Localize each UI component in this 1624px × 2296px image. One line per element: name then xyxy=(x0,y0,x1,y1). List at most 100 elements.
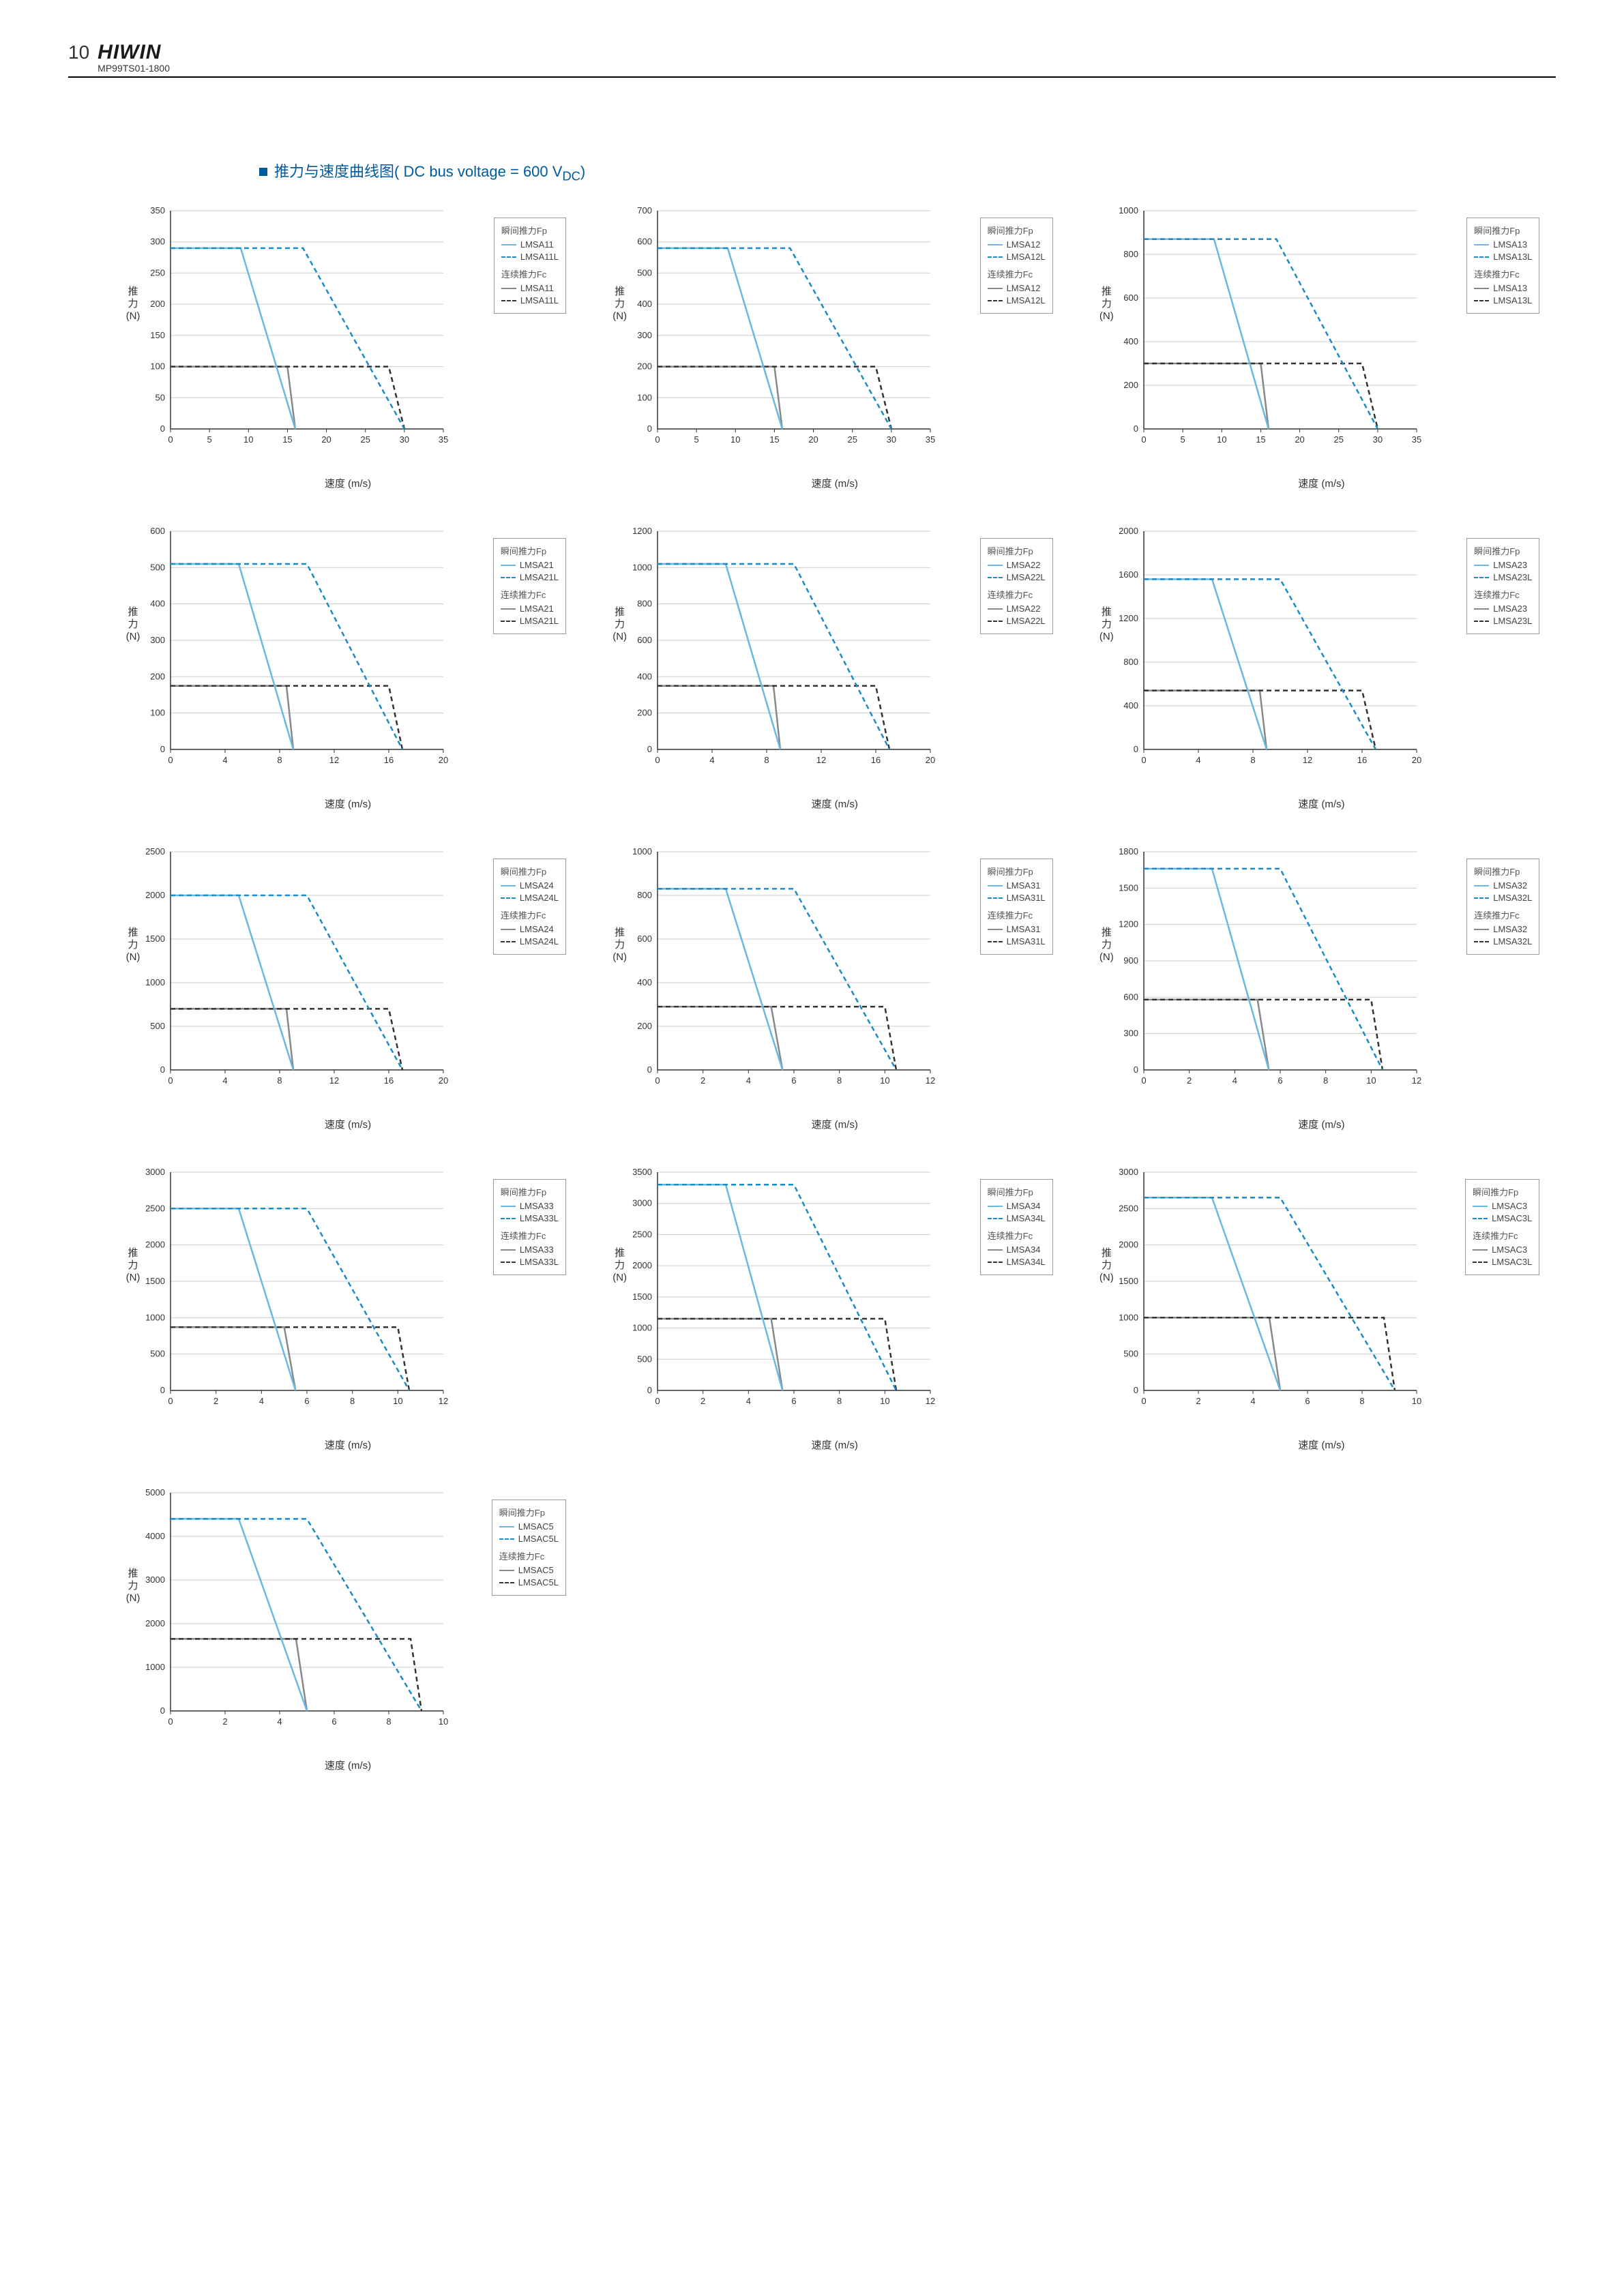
swatch-icon xyxy=(1474,256,1489,258)
svg-text:0: 0 xyxy=(655,755,660,765)
svg-text:30: 30 xyxy=(886,434,896,445)
svg-text:400: 400 xyxy=(1124,336,1139,346)
svg-text:1200: 1200 xyxy=(632,526,652,536)
legend-label: LMSA23 xyxy=(1493,603,1527,614)
legend-label: LMSA32 xyxy=(1493,880,1527,891)
svg-text:0: 0 xyxy=(647,744,651,754)
y-axis-label: 推力(N) xyxy=(123,1568,143,1605)
swatch-icon xyxy=(988,621,1003,622)
svg-text:2: 2 xyxy=(222,1716,227,1727)
svg-text:1200: 1200 xyxy=(1119,919,1138,929)
swatch-icon xyxy=(988,577,1003,578)
svg-text:0: 0 xyxy=(168,1075,173,1086)
svg-text:10: 10 xyxy=(730,434,740,445)
swatch-icon xyxy=(501,288,516,289)
swatch-icon xyxy=(501,897,516,899)
legend-item: LMSA34L xyxy=(988,1213,1046,1223)
y-axis-label: 推力(N) xyxy=(123,286,143,323)
svg-text:2: 2 xyxy=(1196,1396,1201,1406)
svg-text:12: 12 xyxy=(816,755,825,765)
y-axis-label: 推力(N) xyxy=(1096,927,1117,964)
legend-item: LMSA24 xyxy=(501,880,559,891)
svg-text:0: 0 xyxy=(1142,434,1147,445)
svg-text:4: 4 xyxy=(277,1716,282,1727)
swatch-icon xyxy=(501,941,516,942)
svg-text:1000: 1000 xyxy=(632,563,652,573)
svg-text:6: 6 xyxy=(791,1396,796,1406)
svg-text:0: 0 xyxy=(160,423,165,434)
y-axis-label: 推力(N) xyxy=(610,927,630,964)
svg-text:4000: 4000 xyxy=(145,1531,165,1541)
swatch-icon xyxy=(501,1262,516,1263)
svg-text:4: 4 xyxy=(1232,1075,1237,1086)
legend-item: LMSA11 xyxy=(501,283,559,293)
legend-label: LMSAC5L xyxy=(518,1534,559,1544)
legend-item: LMSAC5 xyxy=(499,1565,559,1575)
svg-text:20: 20 xyxy=(808,434,818,445)
chart-LMSA12: 010020030040050060070005101520253035 推力(… xyxy=(610,204,1060,490)
legend-item: LMSA11L xyxy=(501,252,559,262)
legend-label: LMSAC3 xyxy=(1492,1244,1527,1255)
swatch-icon xyxy=(1474,300,1489,301)
legend-fc-title: 连续推力Fc xyxy=(501,588,559,601)
swatch-icon xyxy=(988,300,1003,301)
legend-label: LMSA21L xyxy=(520,616,559,626)
legend-label: LMSA22L xyxy=(1007,572,1046,582)
svg-text:1500: 1500 xyxy=(145,934,165,944)
svg-text:2000: 2000 xyxy=(1119,526,1138,536)
svg-text:1800: 1800 xyxy=(1119,846,1138,856)
legend-item: LMSA33 xyxy=(501,1201,559,1211)
legend-item: LMSA22 xyxy=(988,603,1046,614)
svg-text:8: 8 xyxy=(277,1075,282,1086)
chart-legend: 瞬间推力Fp LMSAC3 LMSAC3L 连续推力Fc LMSAC3 LMSA… xyxy=(1465,1179,1539,1275)
legend-item: LMSA21L xyxy=(501,572,559,582)
svg-text:250: 250 xyxy=(150,268,165,278)
svg-text:16: 16 xyxy=(384,755,394,765)
page-header: 10 HIWIN MP99TS01-1800 xyxy=(68,41,1556,78)
swatch-icon xyxy=(1473,1262,1488,1263)
svg-text:6: 6 xyxy=(304,1396,309,1406)
chart-LMSA32: 0300600900120015001800024681012 推力(N) 速度… xyxy=(1096,845,1546,1131)
chart-legend: 瞬间推力Fp LMSA32 LMSA32L 连续推力Fc LMSA32 LMSA… xyxy=(1466,859,1539,955)
swatch-icon xyxy=(1474,577,1489,578)
legend-fc-title: 连续推力Fc xyxy=(1474,908,1532,921)
legend-item: LMSA12 xyxy=(988,283,1046,293)
legend-fc-title: 连续推力Fc xyxy=(988,908,1046,921)
svg-text:15: 15 xyxy=(282,434,292,445)
legend-label: LMSA23 xyxy=(1493,560,1527,570)
legend-item: LMSA31L xyxy=(988,893,1046,903)
legend-fc-title: 连续推力Fc xyxy=(988,588,1046,601)
svg-text:0: 0 xyxy=(1134,423,1138,434)
swatch-icon xyxy=(501,885,516,886)
legend-label: LMSA31L xyxy=(1007,893,1046,903)
legend-item: LMSAC5L xyxy=(499,1577,559,1587)
section-title: 推力与速度曲线图( DC bus voltage = 600 VDC) xyxy=(259,160,1556,183)
legend-label: LMSA31L xyxy=(1007,936,1046,946)
legend-fc-title: 连续推力Fc xyxy=(1473,1229,1532,1242)
svg-text:8: 8 xyxy=(1360,1396,1365,1406)
legend-item: LMSAC3L xyxy=(1473,1257,1532,1267)
swatch-icon xyxy=(501,565,516,566)
svg-text:1000: 1000 xyxy=(145,1313,165,1323)
swatch-icon xyxy=(501,929,516,930)
svg-text:600: 600 xyxy=(637,635,652,645)
legend-item: LMSA22 xyxy=(988,560,1046,570)
chart-legend: 瞬间推力Fp LMSA12 LMSA12L 连续推力Fc LMSA12 LMSA… xyxy=(980,218,1053,314)
swatch-icon xyxy=(1474,608,1489,610)
svg-text:600: 600 xyxy=(1124,293,1139,303)
svg-text:12: 12 xyxy=(925,1075,934,1086)
svg-text:10: 10 xyxy=(1217,434,1226,445)
legend-fp-title: 瞬间推力Fp xyxy=(501,865,559,878)
legend-label: LMSA33L xyxy=(520,1257,559,1267)
svg-text:400: 400 xyxy=(1124,700,1139,711)
legend-item: LMSA34L xyxy=(988,1257,1046,1267)
legend-label: LMSA34 xyxy=(1007,1201,1041,1211)
legend-label: LMSA11 xyxy=(520,283,554,293)
svg-text:200: 200 xyxy=(150,299,165,310)
svg-text:300: 300 xyxy=(637,330,652,340)
legend-label: LMSA24 xyxy=(520,880,554,891)
chart-grid: 05010015020025030035005101520253035 推力(N… xyxy=(123,204,1556,1772)
swatch-icon xyxy=(988,244,1003,245)
svg-text:0: 0 xyxy=(1142,755,1147,765)
swatch-icon xyxy=(501,608,516,610)
